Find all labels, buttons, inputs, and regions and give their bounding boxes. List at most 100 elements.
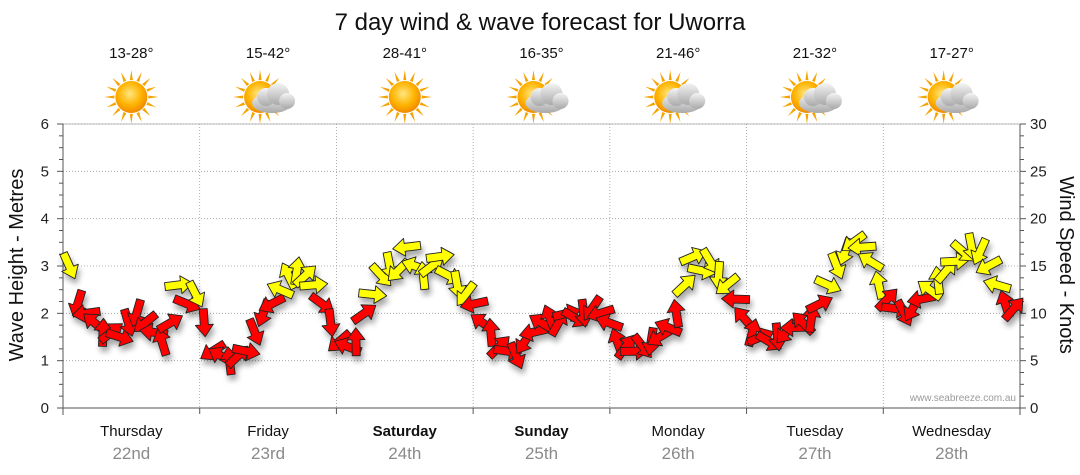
sun-ray xyxy=(419,102,430,108)
left-tick-label: 1 xyxy=(41,353,49,370)
sun-ray xyxy=(948,112,954,122)
sun-ray xyxy=(379,86,390,92)
sun-ray xyxy=(681,77,690,87)
sun-ray xyxy=(796,72,802,82)
sun-ray xyxy=(645,86,656,92)
wind-arrow xyxy=(346,327,366,357)
wind-arrow xyxy=(291,265,317,289)
day-name: Sunday xyxy=(514,423,569,440)
sun-ray xyxy=(129,113,133,124)
sun-ray xyxy=(924,107,933,117)
sun-ray xyxy=(235,86,246,92)
sun-disc xyxy=(388,81,421,113)
left-tick-label: 4 xyxy=(41,211,49,228)
sun-ray xyxy=(811,72,818,82)
sun-ray xyxy=(675,112,681,122)
day-date: 22nd xyxy=(112,444,150,463)
wind-arrow xyxy=(805,294,833,315)
sun-cloud-icon xyxy=(779,70,842,124)
wind-arrow xyxy=(321,307,341,338)
wind-arrow xyxy=(258,293,287,314)
sun-cloud-icon xyxy=(643,70,706,124)
wind-arrow xyxy=(827,251,847,280)
day-date: 23rd xyxy=(251,444,285,463)
wind-arrow xyxy=(59,251,79,280)
sun-ray xyxy=(787,77,797,87)
sun-ray xyxy=(394,112,400,122)
sun-ray xyxy=(651,77,660,87)
temperature-range: 28-41° xyxy=(383,45,427,62)
wind-arrow xyxy=(802,303,822,333)
right-tick-label: 10 xyxy=(1030,305,1047,322)
sun-ray xyxy=(265,112,271,122)
day-name: Tuesday xyxy=(786,423,843,440)
sun-ray xyxy=(104,95,115,99)
sun-ray xyxy=(235,102,246,108)
sun-ray xyxy=(514,77,523,87)
wind-arrow xyxy=(299,275,329,295)
sun-ray xyxy=(787,107,797,117)
sun-ray xyxy=(942,70,946,81)
sun-ray xyxy=(668,113,672,124)
chart-title: 7 day wind & wave forecast for Uworra xyxy=(335,9,746,36)
sun-ray xyxy=(421,95,432,99)
right-tick-label: 5 xyxy=(1030,353,1038,370)
day-name: Saturday xyxy=(373,423,438,440)
sun-ray xyxy=(659,112,666,122)
sun-ray xyxy=(385,77,394,87)
wind-arrow xyxy=(595,313,624,332)
temperature-range: 15-42° xyxy=(246,45,290,62)
day-date: 26th xyxy=(662,444,695,463)
sun-cloud-icon xyxy=(916,70,979,124)
sun-ray xyxy=(523,72,529,82)
wind-arrow xyxy=(425,246,455,266)
wind-arrow xyxy=(857,252,885,273)
sun-ray xyxy=(385,107,394,117)
sun-ray xyxy=(531,70,536,81)
sun-ray xyxy=(136,112,142,122)
sun-ray xyxy=(419,86,430,92)
sun-cloud-icon xyxy=(233,70,296,124)
right-tick-label: 25 xyxy=(1030,163,1047,180)
sun-ray xyxy=(112,107,121,117)
sun-ray xyxy=(942,113,946,124)
cloud-shape xyxy=(662,83,706,113)
sun-ray xyxy=(233,95,244,99)
cloud-shape xyxy=(252,83,296,113)
sun-ray xyxy=(249,112,256,122)
sun-ray xyxy=(668,70,672,81)
wind-arrow xyxy=(666,299,686,329)
sun-ray xyxy=(121,72,127,82)
left-tick-label: 2 xyxy=(41,305,49,322)
left-tick-label: 6 xyxy=(41,116,49,133)
sun-ray xyxy=(148,95,159,99)
wind-arrow xyxy=(982,275,1012,294)
day-date: 25th xyxy=(525,444,558,463)
sun-ray xyxy=(136,72,142,82)
sun-ray xyxy=(249,72,256,82)
right-tick-label: 0 xyxy=(1030,400,1038,417)
wind-arrow xyxy=(185,279,206,308)
sun-ray xyxy=(403,113,407,124)
left-axis-ticks: 0 1 2 3 4 5 6 xyxy=(41,116,49,417)
sun-cloud-icon xyxy=(506,70,569,124)
sun-ray xyxy=(142,77,151,87)
temperature-range: 16-35° xyxy=(519,45,563,62)
credit-text: www.seabreeze.com.au xyxy=(909,393,1016,404)
wind-arrow-layer xyxy=(59,230,1024,376)
left-tick-label: 3 xyxy=(41,258,49,275)
day-date: 24th xyxy=(388,444,421,463)
day-name: Friday xyxy=(247,423,289,440)
sun-ray xyxy=(508,86,519,92)
sun-icon xyxy=(377,70,432,124)
wind-arrow xyxy=(155,313,183,334)
sun-ray xyxy=(106,86,117,92)
sun-ray xyxy=(377,95,388,99)
sun-ray xyxy=(924,77,933,87)
temperature-range: 21-46° xyxy=(656,45,700,62)
wind-arrow xyxy=(308,291,334,313)
wind-arrow xyxy=(358,285,388,305)
wind-arrow xyxy=(654,317,683,337)
sun-ray xyxy=(112,77,121,87)
sun-ray xyxy=(403,70,407,81)
